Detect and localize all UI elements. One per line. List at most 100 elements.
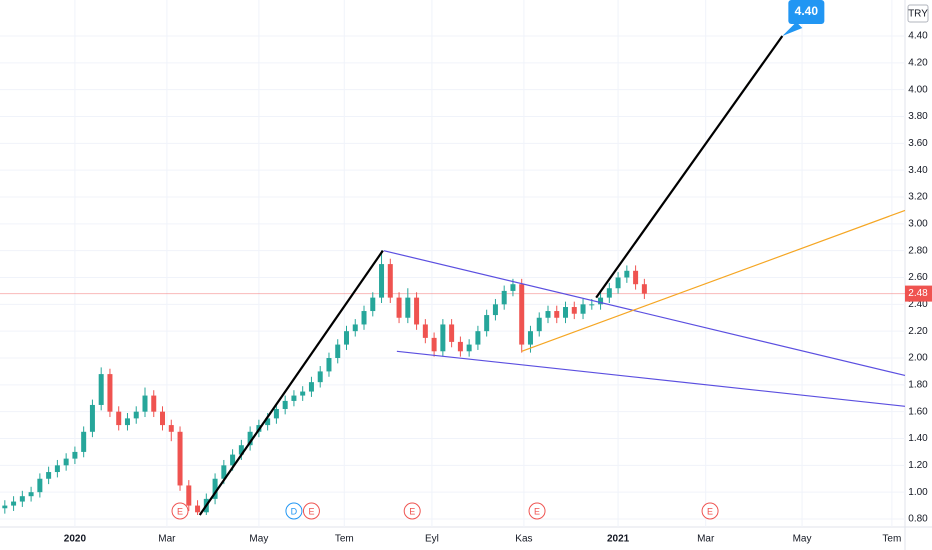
candle-body bbox=[422, 324, 428, 338]
candle-body bbox=[396, 297, 402, 318]
candle-body bbox=[370, 297, 376, 312]
y-tick-label: 1.40 bbox=[908, 433, 928, 444]
event-marker[interactable] bbox=[302, 502, 320, 520]
candle-body bbox=[221, 465, 227, 479]
candle-body bbox=[519, 284, 525, 345]
candle-body bbox=[475, 331, 481, 345]
candle-body bbox=[300, 391, 306, 396]
y-tick-label: 3.60 bbox=[908, 138, 928, 149]
candle-body bbox=[352, 324, 358, 332]
candle-body bbox=[361, 311, 367, 325]
candle-body bbox=[554, 311, 560, 318]
y-tick-label: 3.20 bbox=[908, 192, 928, 203]
trendline bbox=[396, 350, 906, 407]
candle-body bbox=[116, 411, 122, 426]
candle-body bbox=[186, 485, 192, 506]
y-tick-label: 3.80 bbox=[908, 111, 928, 122]
candle-body bbox=[501, 290, 507, 305]
candle-body bbox=[335, 344, 341, 358]
x-tick-label: May bbox=[249, 534, 268, 545]
event-label[interactable]: D bbox=[291, 506, 298, 516]
candle-body bbox=[282, 400, 288, 409]
currency[interactable]: TRY bbox=[908, 9, 928, 20]
candle-body bbox=[343, 331, 349, 345]
candle-body bbox=[291, 395, 297, 401]
candle-body bbox=[247, 431, 253, 446]
y-tick-label: 2.00 bbox=[908, 353, 928, 364]
candle-body bbox=[414, 297, 420, 325]
candle-body bbox=[317, 371, 323, 383]
target-pointer bbox=[782, 22, 803, 36]
event-marker[interactable] bbox=[403, 502, 421, 520]
event-marker[interactable] bbox=[171, 502, 189, 520]
event-label[interactable]: E bbox=[409, 506, 415, 516]
x-tick-label: Mar bbox=[158, 534, 176, 545]
candle-body bbox=[238, 445, 244, 455]
x-tick-label: Tem bbox=[882, 534, 901, 545]
currency-box[interactable] bbox=[907, 4, 929, 23]
x-tick-label: 2021 bbox=[607, 534, 630, 545]
candle-body bbox=[484, 315, 490, 332]
candle-body bbox=[54, 465, 60, 473]
candle-body bbox=[580, 304, 586, 314]
candle-body bbox=[37, 478, 43, 493]
candle-body bbox=[598, 297, 604, 305]
candle-body bbox=[571, 307, 577, 314]
candle-body bbox=[19, 496, 25, 502]
candle-body bbox=[63, 458, 69, 466]
candle-body bbox=[46, 472, 52, 479]
candle-body bbox=[624, 270, 630, 278]
event-label[interactable]: E bbox=[177, 506, 183, 516]
candle-body bbox=[431, 337, 437, 352]
candle-body bbox=[177, 431, 183, 486]
x-tick-label: Kas bbox=[515, 534, 532, 545]
candle-body bbox=[527, 331, 533, 345]
y-tick-label: 3.00 bbox=[908, 218, 928, 229]
candle-body bbox=[124, 418, 130, 426]
candle-body bbox=[230, 454, 236, 466]
candle-body bbox=[457, 341, 463, 352]
candle-body bbox=[466, 344, 472, 352]
candle-body bbox=[28, 492, 34, 497]
candle-body bbox=[379, 264, 385, 298]
event-label[interactable]: E bbox=[534, 506, 540, 516]
candle-body bbox=[606, 288, 612, 298]
y-tick-label: 4.40 bbox=[908, 31, 928, 42]
candle-body bbox=[2, 505, 8, 509]
event-marker[interactable] bbox=[701, 502, 719, 520]
candle-body bbox=[641, 284, 647, 294]
event-label[interactable]: E bbox=[707, 506, 713, 516]
y-tick-label: 1.00 bbox=[908, 487, 928, 498]
y-tick-label: 2.60 bbox=[908, 272, 928, 283]
candle-body bbox=[11, 501, 17, 506]
candle-body bbox=[326, 358, 332, 372]
x-tick-label: 2020 bbox=[64, 534, 87, 545]
candle-body bbox=[72, 451, 78, 459]
trendline bbox=[521, 209, 906, 352]
y-tick-label: 0.80 bbox=[908, 514, 928, 525]
x-tick-label: Tem bbox=[335, 534, 354, 545]
y-tick-label: 1.60 bbox=[908, 406, 928, 417]
y-tick-label: 2.80 bbox=[908, 245, 928, 256]
candle-body bbox=[615, 277, 621, 289]
candle-body bbox=[449, 324, 455, 342]
candle-body bbox=[81, 431, 87, 452]
candle-body bbox=[265, 418, 271, 426]
x-tick-label: Mar bbox=[697, 534, 715, 545]
event-marker[interactable] bbox=[528, 502, 546, 520]
y-tick-label: 3.40 bbox=[908, 165, 928, 176]
y-tick-label: 1.20 bbox=[908, 460, 928, 471]
x-tick-label: May bbox=[793, 534, 812, 545]
candle-body bbox=[133, 411, 139, 419]
candle-body bbox=[142, 395, 148, 412]
candle-body bbox=[195, 505, 201, 513]
y-tick-label: 2.40 bbox=[908, 299, 928, 310]
event-marker[interactable] bbox=[285, 502, 303, 520]
event-label[interactable]: E bbox=[308, 506, 314, 516]
trendline bbox=[595, 35, 784, 299]
candle-body bbox=[89, 404, 95, 432]
candle-body bbox=[160, 411, 166, 426]
candle-body bbox=[510, 284, 516, 291]
